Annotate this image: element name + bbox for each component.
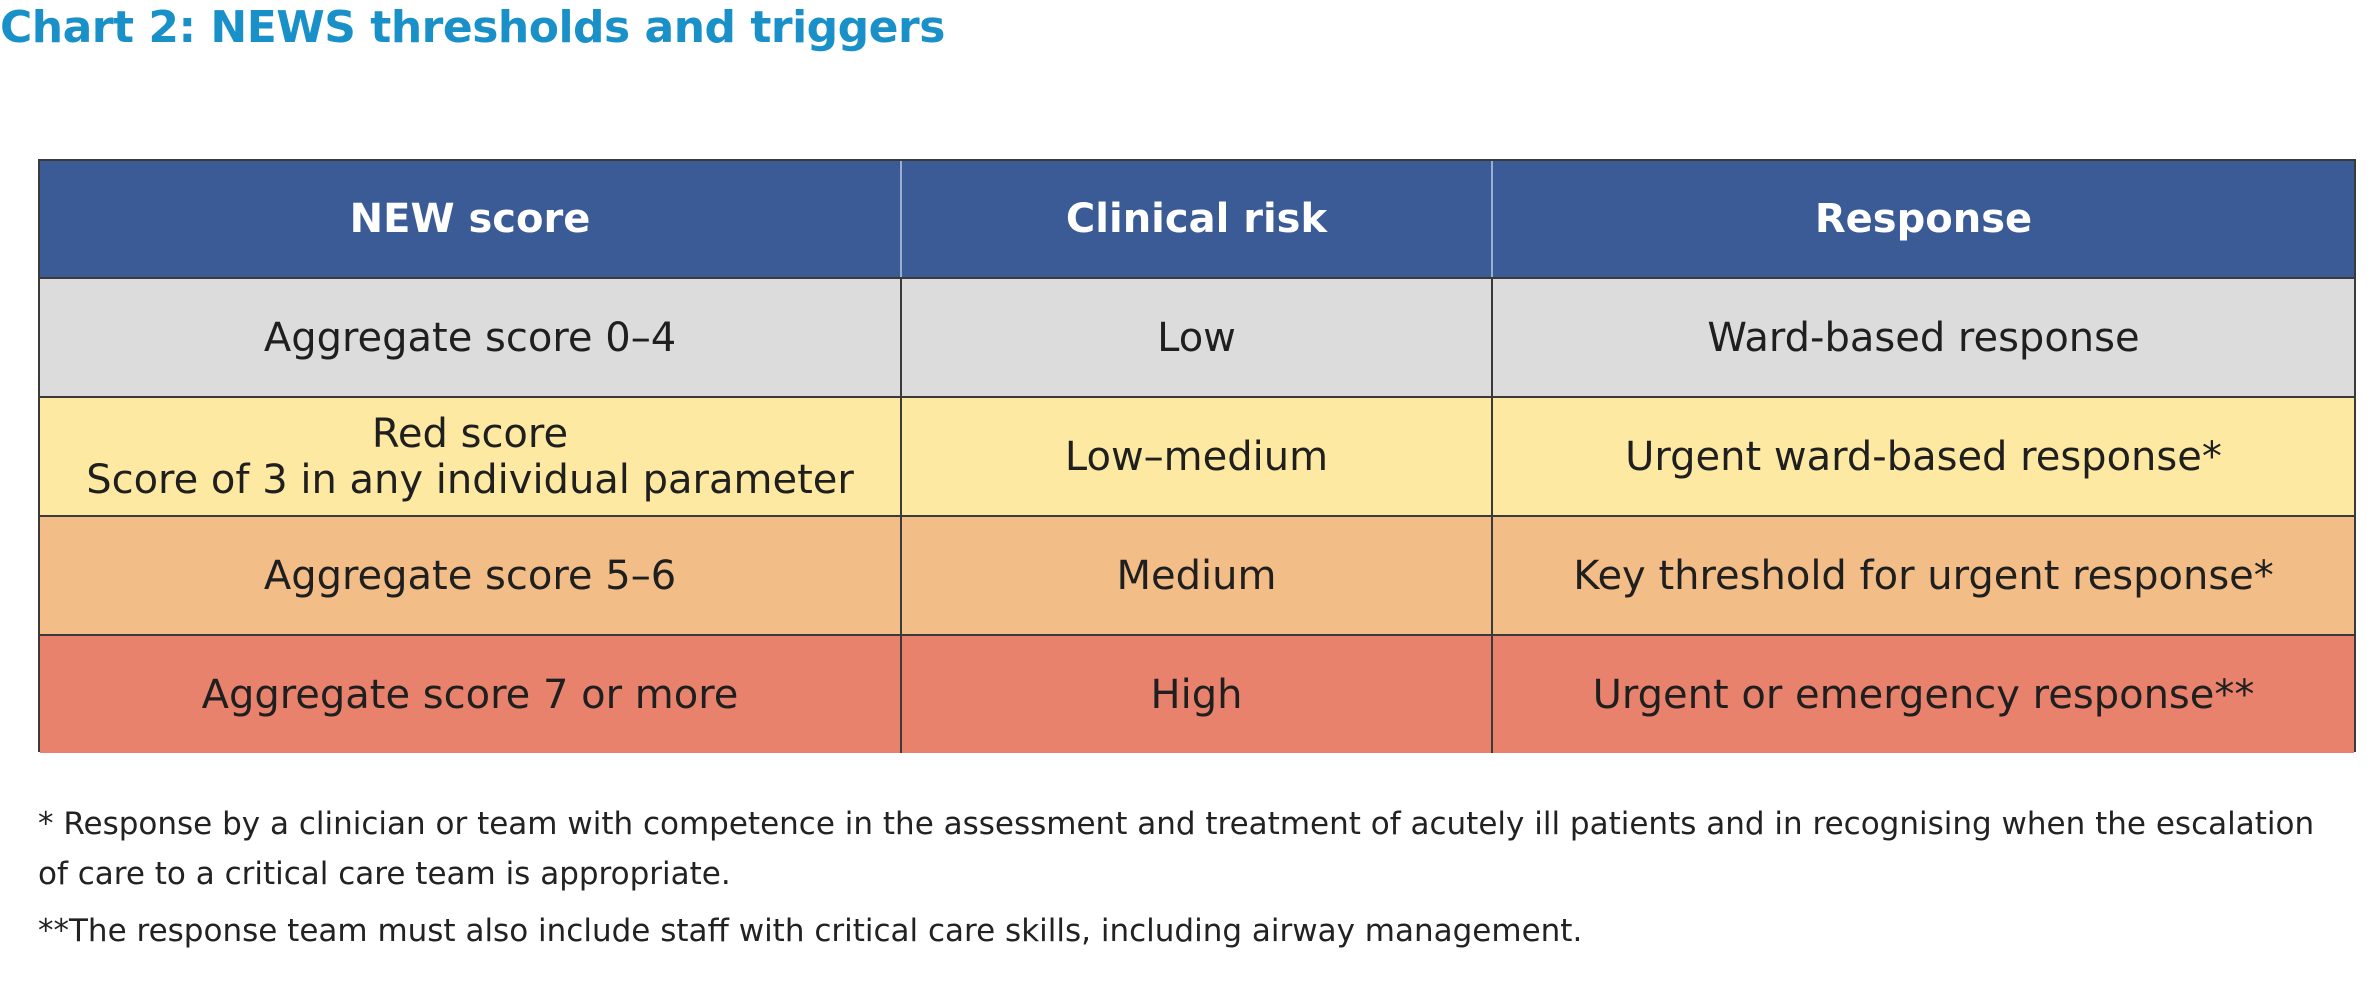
risk-cell: Medium <box>901 516 1493 636</box>
footnote-double-asterisk: **The response team must also include st… <box>38 913 1583 950</box>
score-cell: Aggregate score 7 or more <box>40 635 902 753</box>
risk-cell: High <box>901 635 1493 753</box>
column-header-new-score: NEW score <box>40 161 902 279</box>
score-cell: Red score Score of 3 in any individual p… <box>40 397 902 517</box>
score-cell: Aggregate score 5–6 <box>40 516 902 636</box>
column-header-response: Response <box>1492 161 2354 279</box>
response-cell: Ward-based response <box>1492 278 2354 398</box>
response-cell: Urgent ward-based response* <box>1492 397 2354 517</box>
table-row: Aggregate score 0–4 Low Ward-based respo… <box>40 278 2354 398</box>
table-row: Aggregate score 5–6 Medium Key threshold… <box>40 516 2354 636</box>
score-text: Aggregate score 0–4 <box>263 314 677 361</box>
table-header-row: NEW score Clinical risk Response <box>40 161 2354 279</box>
score-text: Aggregate score 7 or more <box>201 671 739 718</box>
footnotes: * Response by a clinician or team with c… <box>38 800 2338 957</box>
risk-cell: Low–medium <box>901 397 1493 517</box>
response-cell: Urgent or emergency response** <box>1492 635 2354 753</box>
response-cell: Key threshold for urgent response* <box>1492 516 2354 636</box>
page-title: Chart 2: NEWS thresholds and triggers <box>0 2 945 53</box>
news-thresholds-table: NEW score Clinical risk Response Aggrega… <box>38 159 2356 753</box>
score-text: Aggregate score 5–6 <box>263 552 677 599</box>
table-row: Red score Score of 3 in any individual p… <box>40 397 2354 517</box>
score-cell: Aggregate score 0–4 <box>40 278 902 398</box>
footnote-single-asterisk: * Response by a clinician or team with c… <box>38 806 2315 892</box>
table-row: Aggregate score 7 or more High Urgent or… <box>40 635 2354 753</box>
score-text: Score of 3 in any individual parameter <box>86 456 854 503</box>
risk-cell: Low <box>901 278 1493 398</box>
score-text: Red score <box>371 410 569 457</box>
column-header-clinical-risk: Clinical risk <box>901 161 1493 279</box>
